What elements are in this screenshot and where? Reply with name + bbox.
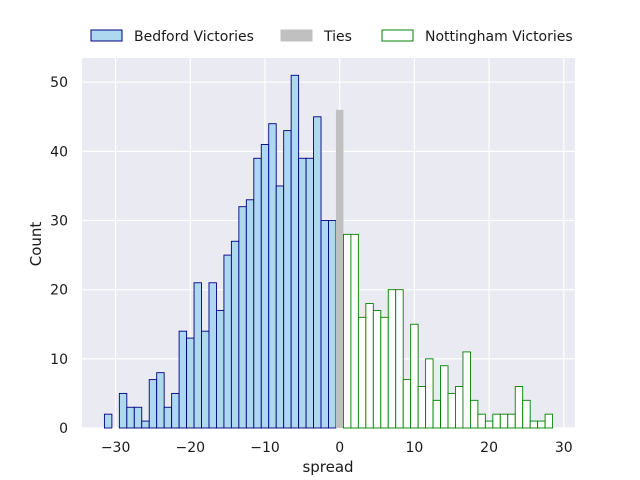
x-axis-label: spread [302,458,353,476]
y-axis-label: Count [27,222,45,267]
bar [201,330,210,429]
bar [118,392,128,429]
bar [253,157,262,429]
bar [305,157,315,429]
x-tick-label: 20 [480,440,498,456]
bar [171,392,180,429]
x-tick-labels: −30 −20 −10 0 10 20 30 [101,440,573,456]
legend-item: Ties [280,29,352,45]
bar [402,379,412,429]
bar [260,143,270,429]
bar [275,185,285,429]
bar [499,413,509,429]
bar [216,309,225,429]
bar [395,289,404,429]
y-tick-label: 30 [50,214,68,230]
bar [387,289,397,429]
bar [380,316,389,429]
bar [335,109,344,429]
bar [455,386,464,429]
bar [410,323,419,429]
bar [141,420,150,429]
bar [223,254,232,429]
bar [357,316,367,429]
bar [469,399,479,429]
bar [156,372,165,429]
bar [290,74,300,429]
bar [103,413,113,429]
x-tick-label: 10 [405,440,423,456]
legend-item: Nottingham Victories [381,29,573,45]
bar [230,240,240,429]
bar [537,420,546,429]
x-tick-label: −20 [176,440,206,456]
bar [268,123,277,429]
bar [484,420,494,429]
bar [283,130,292,429]
bar [440,365,449,429]
x-tick-label: 0 [335,440,344,456]
bar [148,379,158,429]
x-tick-label: −10 [250,440,280,456]
bar [425,358,434,429]
legend-swatch [280,29,313,42]
bar [492,413,501,429]
bar [350,233,359,429]
bar [447,392,456,429]
legend-swatch [90,29,123,42]
bar [313,116,322,429]
bar [245,199,255,429]
bar [342,233,352,429]
y-tick-label: 40 [50,144,68,160]
y-tick-label: 50 [50,75,68,91]
bars [103,74,554,429]
bar [432,399,441,429]
bar [320,220,329,429]
bar [507,413,516,429]
bar [163,406,173,429]
legend-label: Nottingham Victories [425,29,573,45]
bar [328,220,337,429]
legend-label: Bedford Victories [134,29,254,45]
bar [544,413,554,429]
bar [462,351,471,429]
y-tick-labels: 0 10 20 30 40 50 [50,75,68,437]
y-tick-label: 20 [50,283,68,299]
bar [365,303,374,429]
bar [417,386,427,429]
x-tick-label: −30 [101,440,131,456]
bar [193,282,202,429]
bar [133,406,143,429]
bar [126,406,135,429]
bar [529,420,539,429]
bar [238,206,247,429]
bar [514,386,524,429]
legend-swatch [381,29,414,42]
y-tick-label: 0 [59,421,68,437]
legend: Bedford Victories Ties Nottingham Victorie… [90,29,573,45]
x-tick-label: 30 [555,440,573,456]
bar [186,337,195,429]
bar [522,399,531,429]
bar [298,157,307,429]
bar [372,309,382,429]
legend-item: Bedford Victories [90,29,254,45]
bar [208,282,217,429]
y-tick-label: 10 [50,352,68,368]
bar [477,413,486,429]
legend-label: Ties [323,29,352,45]
bar [178,330,188,429]
